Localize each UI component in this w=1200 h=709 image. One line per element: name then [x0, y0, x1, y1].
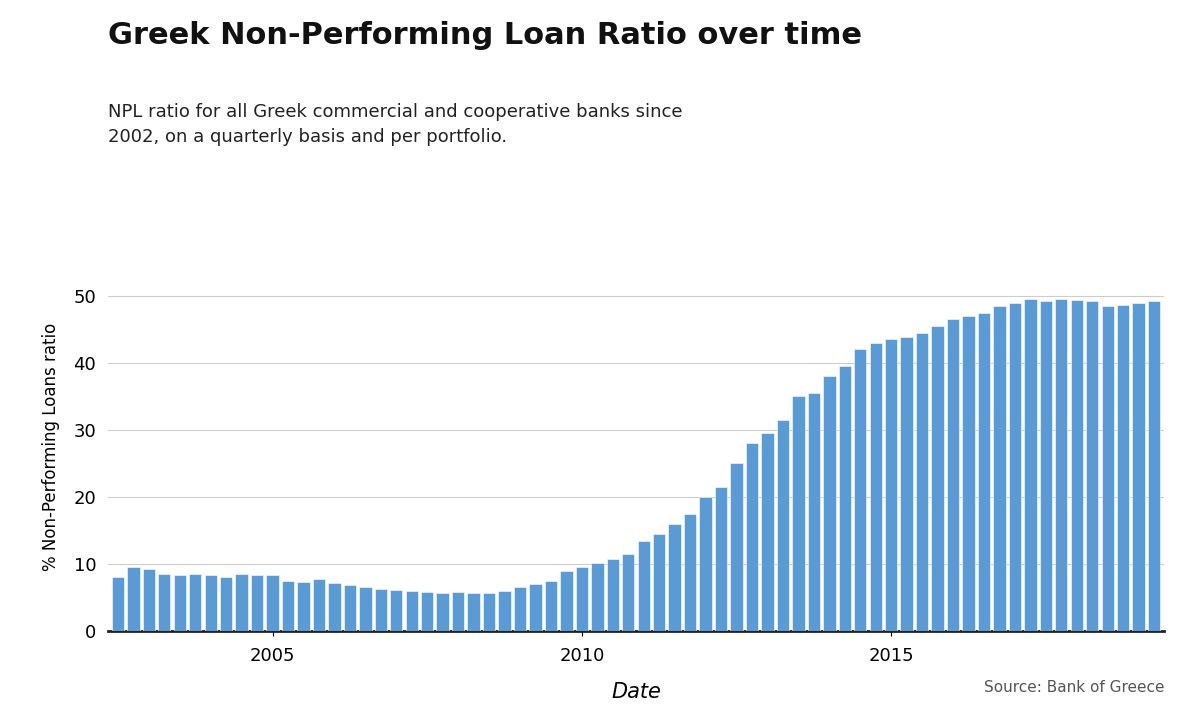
Bar — [684, 514, 696, 631]
Bar — [1039, 301, 1052, 631]
Bar — [592, 563, 604, 631]
Bar — [1148, 301, 1160, 631]
Bar — [158, 574, 170, 631]
Bar — [731, 464, 743, 631]
Bar — [545, 581, 557, 631]
Bar — [947, 319, 959, 631]
Bar — [808, 393, 820, 631]
Bar — [560, 571, 572, 631]
Bar — [962, 316, 974, 631]
Bar — [529, 584, 541, 631]
Bar — [313, 579, 325, 631]
Bar — [884, 340, 898, 631]
Bar — [931, 326, 943, 631]
Bar — [700, 497, 712, 631]
Bar — [204, 576, 217, 631]
Bar — [468, 593, 480, 631]
Bar — [374, 588, 388, 631]
X-axis label: Date: Date — [611, 681, 661, 702]
Y-axis label: % Non-Performing Loans ratio: % Non-Performing Loans ratio — [42, 323, 60, 571]
Bar — [190, 574, 202, 631]
Bar — [916, 333, 929, 631]
Bar — [406, 591, 418, 631]
Bar — [870, 342, 882, 631]
Bar — [421, 592, 433, 631]
Bar — [637, 540, 650, 631]
Bar — [452, 592, 464, 631]
Bar — [1009, 303, 1021, 631]
Bar — [1102, 306, 1114, 631]
Bar — [792, 396, 804, 631]
Bar — [1117, 305, 1129, 631]
Bar — [823, 376, 835, 631]
Text: Greek Non-Performing Loan Ratio over time: Greek Non-Performing Loan Ratio over tim… — [108, 21, 862, 50]
Bar — [994, 306, 1006, 631]
Bar — [359, 588, 372, 631]
Bar — [514, 588, 526, 631]
Bar — [298, 582, 310, 631]
Bar — [390, 590, 402, 631]
Bar — [235, 574, 248, 631]
Bar — [1055, 299, 1068, 631]
Bar — [622, 554, 635, 631]
Bar — [498, 591, 511, 631]
Bar — [1024, 299, 1037, 631]
Bar — [1133, 303, 1145, 631]
Bar — [266, 576, 278, 631]
Bar — [900, 337, 913, 631]
Bar — [127, 567, 139, 631]
Bar — [1070, 300, 1082, 631]
Bar — [576, 567, 588, 631]
Bar — [668, 524, 680, 631]
Text: Source: Bank of Greece: Source: Bank of Greece — [984, 680, 1164, 695]
Bar — [653, 534, 665, 631]
Bar — [715, 487, 727, 631]
Bar — [1086, 301, 1098, 631]
Bar — [437, 593, 449, 631]
Bar — [329, 583, 341, 631]
Bar — [761, 433, 774, 631]
Bar — [607, 559, 619, 631]
Bar — [251, 575, 263, 631]
Bar — [174, 576, 186, 631]
Bar — [746, 443, 758, 631]
Bar — [854, 350, 866, 631]
Bar — [839, 367, 851, 631]
Bar — [143, 569, 155, 631]
Bar — [343, 586, 356, 631]
Bar — [112, 577, 124, 631]
Bar — [978, 313, 990, 631]
Bar — [482, 593, 496, 631]
Bar — [220, 576, 233, 631]
Bar — [282, 581, 294, 631]
Text: NPL ratio for all Greek commercial and cooperative banks since
2002, on a quarte: NPL ratio for all Greek commercial and c… — [108, 103, 683, 146]
Bar — [776, 420, 790, 631]
